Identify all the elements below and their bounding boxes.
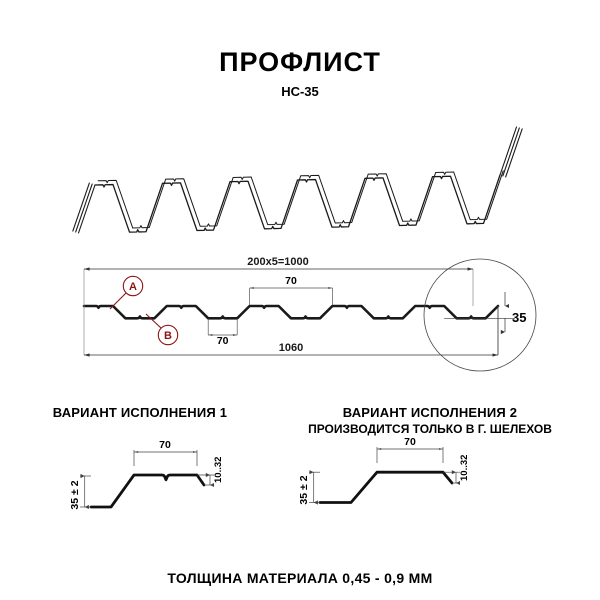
svg-text:ТОЛЩИНА МАТЕРИАЛА 0,45 - 0,9 М: ТОЛЩИНА МАТЕРИАЛА 0,45 - 0,9 ММ	[167, 570, 432, 586]
svg-text:10..32: 10..32	[459, 455, 470, 481]
svg-text:200x5=1000: 200x5=1000	[247, 256, 308, 268]
svg-text:ПРОФЛИСТ: ПРОФЛИСТ	[219, 47, 381, 77]
svg-text:ВАРИАНТ ИСПОЛНЕНИЯ 2: ВАРИАНТ ИСПОЛНЕНИЯ 2	[343, 405, 517, 420]
svg-text:70: 70	[159, 439, 171, 451]
svg-text:НС-35: НС-35	[281, 84, 319, 99]
svg-text:ПРОИЗВОДИТСЯ ТОЛЬКО В Г. ШЕЛЕХ: ПРОИЗВОДИТСЯ ТОЛЬКО В Г. ШЕЛЕХОВ	[308, 422, 552, 436]
svg-text:10..32: 10..32	[213, 457, 224, 483]
svg-text:A: A	[129, 281, 137, 293]
svg-text:35 ± 2: 35 ± 2	[298, 475, 310, 504]
svg-text:ВАРИАНТ ИСПОЛНЕНИЯ 1: ВАРИАНТ ИСПОЛНЕНИЯ 1	[53, 405, 227, 420]
svg-text:70: 70	[404, 436, 416, 448]
svg-text:70: 70	[217, 335, 229, 347]
svg-text:35: 35	[512, 310, 526, 325]
svg-text:70: 70	[285, 275, 297, 287]
svg-text:1060: 1060	[279, 342, 303, 354]
svg-text:35 ± 2: 35 ± 2	[69, 480, 81, 509]
svg-text:B: B	[164, 330, 172, 342]
